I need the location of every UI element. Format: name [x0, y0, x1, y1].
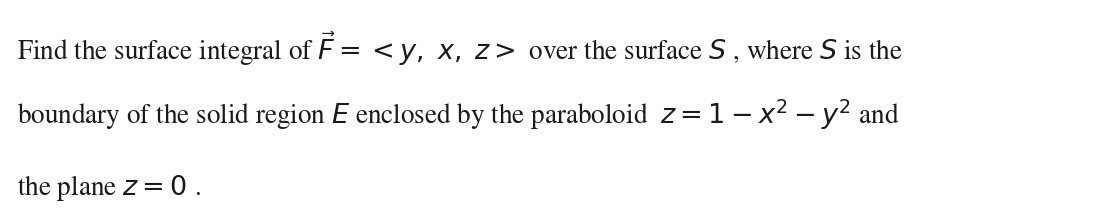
Text: boundary of the solid region $E$ enclosed by the paraboloid  $z = 1 - x^2 - y^2$: boundary of the solid region $E$ enclose…: [17, 98, 899, 132]
Text: Find the surface integral of $\vec{F} = < y ,\; x ,\; z >$ over the surface $S$ : Find the surface integral of $\vec{F} = …: [17, 29, 903, 68]
Text: the plane $z = 0$ .: the plane $z = 0$ .: [17, 173, 200, 203]
